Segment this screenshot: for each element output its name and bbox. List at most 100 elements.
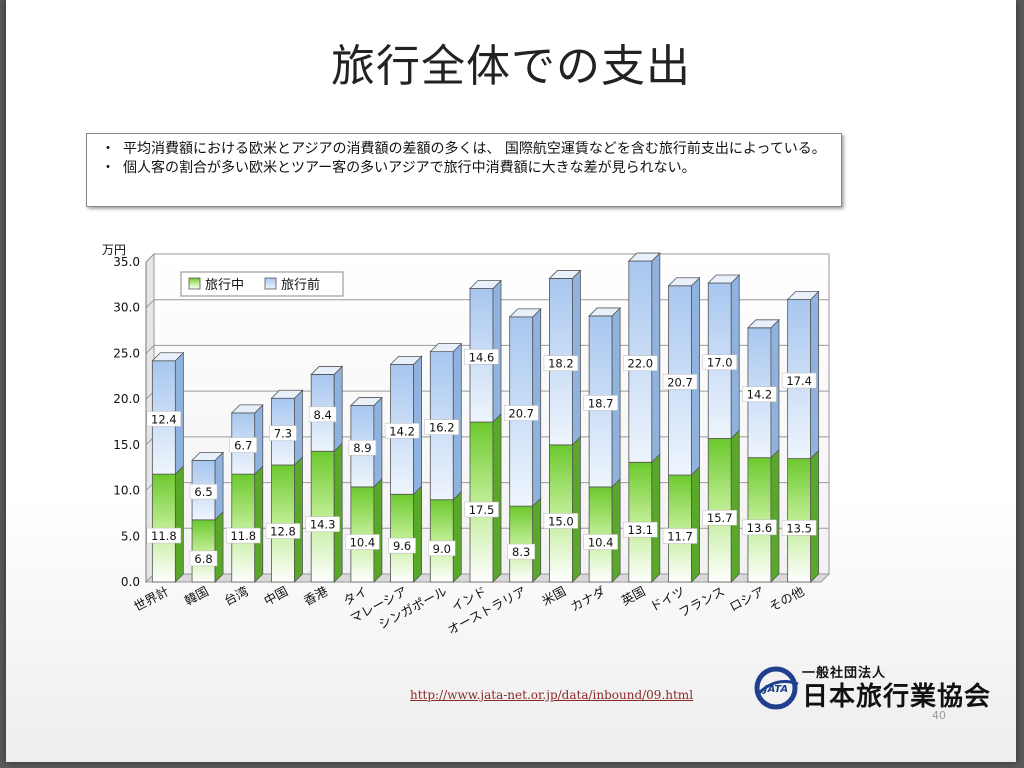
data-label-during: 11.8: [151, 529, 177, 543]
data-label-before-bg: [146, 411, 182, 427]
data-label-during: 11.8: [230, 529, 256, 543]
bar-travel-before-top: [469, 280, 502, 289]
bar-travel-during-side: [572, 435, 581, 583]
bar-travel-during-side: [730, 429, 740, 583]
note-text: 個人客の割合が多い欧米とツアー客の多いアジアで旅行中消費額に大きな差が見られない…: [123, 160, 696, 176]
bar-travel-before-top: [151, 352, 185, 362]
bar-travel-before-top: [349, 397, 383, 406]
note-text: 平均消費額における欧米とアジアの消費額の差額の多くは、 国際航空運賃などを含む旅…: [123, 141, 826, 157]
data-label-during-bg: [702, 509, 737, 526]
bar-travel-before-top: [230, 404, 264, 414]
data-label-before: 20.7: [508, 406, 534, 420]
data-label-before: 18.7: [588, 396, 614, 410]
bullet: ・: [101, 160, 115, 176]
y-tick-label: 10.0: [113, 484, 140, 498]
slide-title: 旅行全体での支出: [331, 41, 691, 92]
data-label-before: 17.0: [707, 356, 733, 370]
data-label-before: 12.4: [151, 412, 177, 426]
bar-travel-before-top: [508, 308, 542, 318]
data-label-during: 13.5: [786, 521, 812, 535]
data-label-during-bg: [388, 537, 416, 554]
y-tick-label: 20.0: [113, 392, 140, 406]
bar-travel-before-top: [389, 356, 423, 365]
legend-label-during: 旅行中: [205, 278, 244, 293]
logo-badge-text: JATA: [762, 684, 788, 695]
x-category-label: 米国: [539, 583, 568, 608]
data-label-during-bg: [543, 513, 579, 529]
bar-travel-during-side: [810, 449, 820, 583]
legend-swatch-before: [264, 277, 277, 290]
data-label-before: 8.4: [314, 408, 332, 422]
data-label-before: 22.0: [628, 357, 654, 371]
x-category-label: カナダ: [568, 583, 608, 614]
bar-travel-before-top: [707, 274, 741, 284]
data-label-during: 15.0: [548, 514, 574, 528]
data-label-before: 16.2: [429, 421, 455, 435]
x-category-label: 英国: [619, 583, 648, 608]
data-label-before-bg: [269, 425, 297, 441]
data-label-during: 10.4: [588, 535, 614, 549]
data-label-during-bg: [781, 520, 817, 536]
data-label-before-bg: [543, 355, 579, 371]
bar-travel-before-top: [270, 389, 304, 399]
data-label-during-bg: [428, 540, 456, 557]
data-label-during-bg: [345, 534, 380, 550]
data-label-before: 14.2: [747, 388, 773, 402]
y-tick-label: 0.0: [121, 575, 140, 589]
bar-travel-before-top: [429, 343, 463, 352]
x-category-label: ロシア: [727, 583, 767, 614]
data-label-during-bg: [265, 523, 301, 539]
chart-container: 0.0 5.0 10.0 15.0 20.0 25.0 30.0 35.0 万円 11.8 12.4…: [86, 232, 866, 652]
notes-box: ・ 平均消費額における欧米とアジアの消費額の差額の多くは、 国際航空運賃などを含…: [86, 133, 842, 207]
x-category-label: 中国: [261, 583, 290, 608]
y-tick-label: 15.0: [113, 438, 140, 452]
data-label-during-bg: [583, 534, 618, 550]
data-label-before-bg: [424, 419, 460, 435]
data-label-before-bg: [503, 405, 539, 421]
bar-travel-during-side: [254, 465, 264, 583]
bar-travel-during-side: [373, 477, 383, 583]
bar-travel-during-side: [294, 456, 303, 583]
data-label-before: 6.5: [194, 485, 212, 499]
bar-travel-during-side: [214, 510, 224, 583]
data-label-during: 13.1: [628, 523, 654, 537]
logo-name: 日本旅行業協会: [802, 682, 992, 712]
x-category-label: その他: [766, 583, 807, 614]
data-label-before-bg: [464, 349, 499, 365]
bar-travel-during-side: [611, 477, 621, 583]
data-label-during-bg: [305, 516, 340, 532]
data-label-before: 17.4: [786, 374, 812, 388]
data-label-before-bg: [742, 386, 777, 402]
source-link[interactable]: http://www.jata-net.or.jp/data/inbound/0…: [410, 688, 694, 702]
data-label-during: 15.7: [707, 511, 733, 525]
data-label-before: 14.6: [469, 350, 495, 364]
bar-travel-before-top: [667, 277, 701, 287]
bar-travel-during-side: [333, 442, 343, 583]
data-label-during-bg: [662, 528, 698, 544]
data-label-before: 14.2: [389, 424, 415, 438]
slide: 旅行全体での支出 ・ 平均消費額における欧米とアジアの消費額の差額の多くは、 国…: [6, 0, 1016, 762]
data-label-during: 13.6: [747, 521, 773, 535]
data-label-before-bg: [583, 395, 618, 411]
bar-travel-during-side: [452, 490, 462, 583]
y-tick-label: 5.0: [121, 529, 140, 543]
legend-swatch-during: [188, 277, 201, 290]
data-label-before-bg: [623, 355, 658, 371]
slide-number: 40: [932, 709, 946, 722]
bar-travel-before-top: [548, 270, 582, 279]
bar-travel-before-top: [786, 291, 820, 300]
data-label-during: 14.3: [310, 518, 336, 532]
data-label-during-bg: [623, 521, 658, 538]
bar-travel-during-side: [413, 485, 422, 583]
bar-travel-during-side: [532, 497, 542, 583]
x-category-label: 台湾: [222, 583, 251, 608]
data-label-before-bg: [189, 483, 218, 500]
note-item: ・ 個人客の割合が多い欧米とツアー客の多いアジアで旅行中消費額に大きな差が見られ…: [101, 159, 831, 178]
data-label-during-bg: [464, 501, 499, 518]
data-label-during: 17.5: [469, 503, 495, 517]
x-category-label: 香港: [301, 583, 331, 608]
bar-travel-during-side: [492, 413, 502, 583]
data-label-before: 7.3: [274, 427, 292, 441]
data-label-before: 6.7: [234, 438, 252, 452]
bar-travel-during-side: [691, 466, 700, 583]
